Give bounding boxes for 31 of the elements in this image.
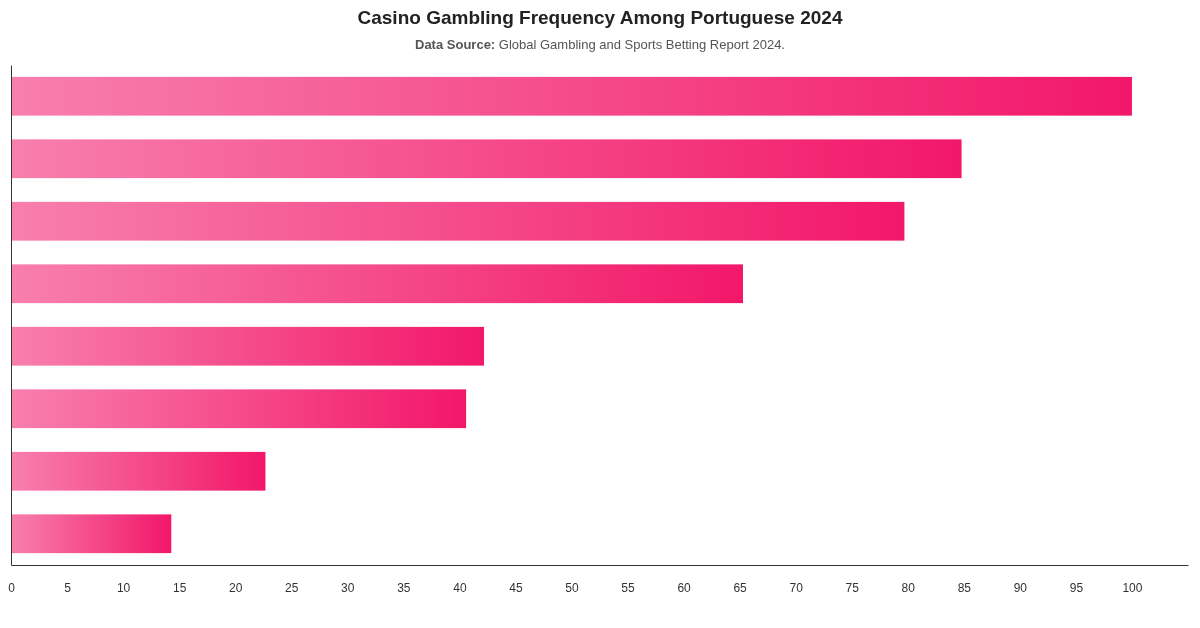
x-tick-label: 35: [397, 580, 411, 595]
x-tick-label: 70: [789, 580, 804, 595]
bar: [11, 389, 467, 429]
chart-title: Casino Gambling Frequency Among Portuguese 2024: [357, 7, 843, 28]
chart-subtitle: Data Source: Global Gambling and Sports Betting Report 2024.: [415, 37, 785, 52]
bar: [11, 139, 962, 179]
bar: [11, 264, 743, 304]
x-tick-label: 65: [733, 580, 748, 595]
x-tick-label: 85: [957, 580, 972, 595]
x-tick-label: 20: [229, 580, 243, 595]
x-tick-label: 55: [621, 580, 636, 595]
bar: [11, 514, 172, 554]
bar: [11, 451, 266, 491]
x-tick-label: 80: [901, 580, 916, 595]
x-tick-label: 15: [172, 580, 187, 595]
x-tick-label: 50: [565, 580, 579, 595]
x-tick-label: 30: [341, 580, 355, 595]
x-tick-label: 95: [1069, 580, 1084, 595]
x-tick-label: 90: [1013, 580, 1028, 595]
x-tick-label: 25: [285, 580, 299, 595]
x-tick-label: 45: [509, 580, 523, 595]
bar: [11, 201, 905, 241]
x-tick-label: 0: [8, 580, 16, 595]
x-tick-label: 5: [64, 580, 72, 595]
bar: [11, 76, 1132, 116]
x-tick-label: 10: [116, 580, 131, 595]
bar: [11, 326, 485, 366]
x-tick-label: 40: [453, 580, 467, 595]
x-tick-label: 60: [677, 580, 692, 595]
x-tick-label: 75: [845, 580, 860, 595]
x-tick-label: 100: [1122, 580, 1143, 595]
